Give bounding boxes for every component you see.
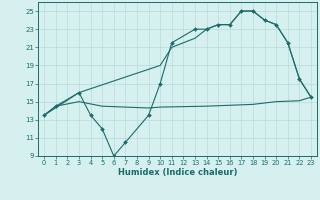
X-axis label: Humidex (Indice chaleur): Humidex (Indice chaleur)	[118, 168, 237, 177]
